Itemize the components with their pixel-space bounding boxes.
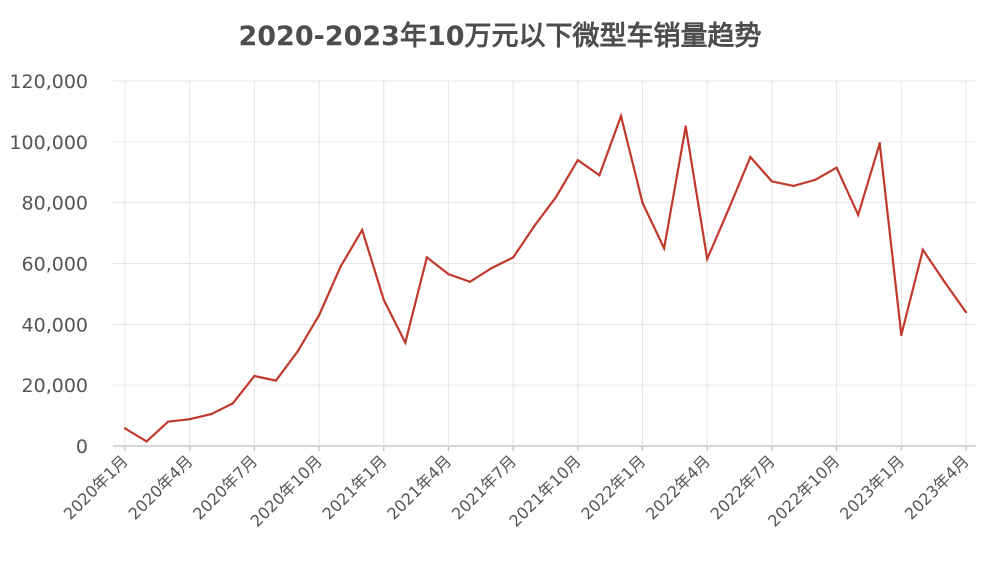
data-point [619, 114, 623, 118]
data-point [166, 420, 170, 423]
y-axis-ticks: 0 20,000 40,000 60,000 80,000 100,000 120,000 [9, 71, 88, 458]
data-point [964, 310, 968, 314]
y-tick-label: 60,000 [22, 254, 88, 276]
data-point [727, 207, 730, 210]
x-tick-label: 2021年1月 [319, 451, 391, 523]
data-point [361, 228, 364, 232]
data-point [792, 184, 795, 188]
data-point [878, 142, 881, 145]
data-point [253, 374, 256, 378]
data-point [900, 333, 903, 337]
x-tick-label: 2020年4月 [124, 451, 196, 523]
data-point [770, 180, 774, 183]
data-point [813, 178, 817, 182]
x-axis-ticks: 2020年1月2020年4月2020年7月2020年10月2021年1月2021… [60, 451, 973, 530]
data-point [662, 247, 666, 250]
data-point [145, 440, 148, 443]
y-tick-label: 100,000 [9, 132, 88, 154]
data-point [425, 256, 429, 259]
data-point [598, 174, 601, 177]
data-point [921, 248, 925, 252]
y-tick-label: 40,000 [22, 314, 88, 336]
x-tick-label: 2021年4月 [383, 451, 455, 523]
series [123, 112, 968, 443]
data-point [835, 166, 838, 169]
x-tick-label: 2022年1月 [577, 451, 649, 523]
data-point [123, 427, 127, 430]
data-point [231, 402, 235, 405]
x-tick-label: 2023年1月 [836, 451, 908, 523]
data-point [317, 314, 321, 317]
data-point [188, 418, 191, 421]
data-point [641, 201, 644, 204]
chart-title: 2020-2023年10万元以下微型车销量趋势 [238, 21, 762, 52]
y-tick-label: 80,000 [22, 193, 88, 215]
x-tick-label: 2022年4月 [642, 451, 714, 523]
data-point [382, 298, 385, 302]
data-point [274, 379, 278, 382]
y-tick-label: 0 [76, 436, 88, 458]
data-point [447, 272, 450, 276]
y-tick-label: 120,000 [9, 71, 88, 93]
data-point [511, 256, 515, 259]
data-point [706, 257, 709, 261]
gridlines [113, 80, 976, 451]
data-point [749, 155, 752, 159]
data-point [404, 341, 407, 344]
data-point [490, 266, 493, 270]
data-point [468, 280, 472, 283]
data-point [555, 195, 558, 198]
data-point [943, 280, 946, 283]
data-point [576, 158, 580, 162]
data-point [856, 213, 860, 217]
data-point [339, 265, 342, 268]
data-point [684, 125, 687, 128]
y-tick-label: 20,000 [22, 375, 88, 397]
data-point [296, 350, 299, 353]
data-point [533, 224, 536, 227]
series-line [124, 112, 967, 443]
data-point [210, 412, 213, 416]
x-tick-label: 2023年4月 [901, 451, 973, 523]
x-tick-label: 2020年1月 [60, 451, 132, 523]
